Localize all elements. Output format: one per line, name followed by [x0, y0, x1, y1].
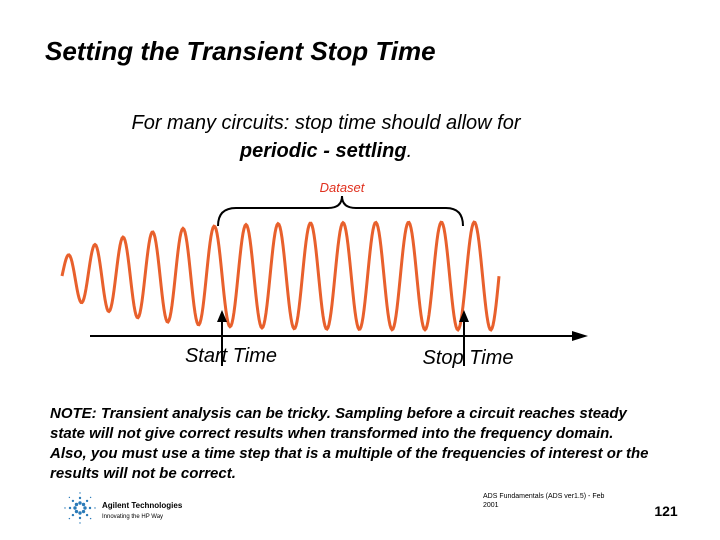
footer-source: ADS Fundamentals (ADS ver1.5) - Feb [483, 493, 604, 500]
logo-dot [68, 517, 71, 520]
logo-dot [89, 496, 92, 499]
logo-dot [94, 507, 96, 509]
logo-dot [71, 499, 75, 503]
logo-tagline: Innovating the HP Way [102, 514, 163, 520]
logo-mark [64, 492, 96, 524]
logo-dot [85, 513, 89, 517]
logo-dot [88, 506, 92, 510]
page-number: 121 [654, 503, 678, 519]
subtitle-line1: For many circuits: stop time should allo… [131, 112, 521, 134]
note-line: Also, you must use a time step that is a… [49, 445, 648, 462]
note-line: NOTE: Transient analysis can be tricky. … [50, 405, 628, 422]
waveform [60, 220, 501, 333]
logo-dot [74, 502, 79, 507]
logo-dot [79, 522, 81, 524]
logo-dot [85, 499, 89, 503]
slide-title: Setting the Transient Stop Time [45, 36, 436, 66]
axis-arrowhead [572, 331, 588, 341]
logo-dot [81, 502, 86, 507]
logo-dot [78, 496, 82, 500]
start-arrowhead [217, 310, 227, 322]
logo-dot [78, 511, 82, 515]
logo-dot [79, 492, 81, 494]
start-time-label: Start Time [185, 345, 277, 367]
logo-dot [71, 513, 75, 517]
dataset-label: Dataset [320, 180, 366, 195]
logo-dot [78, 501, 82, 505]
note-line: state will not give correct results when… [50, 425, 613, 442]
logo-dot [89, 517, 92, 520]
footer-source: 2001 [483, 502, 499, 509]
logo-dot [68, 496, 71, 499]
logo-dot [68, 506, 72, 510]
note: NOTE: Transient analysis can be tricky. … [49, 405, 648, 482]
note-line: results will not be correct. [50, 465, 236, 482]
logo-dot [64, 507, 66, 509]
logo-dot [78, 516, 82, 520]
subtitle-end: . [407, 140, 413, 162]
logo-dot [74, 509, 79, 514]
subtitle-line2: periodic - settling. [239, 140, 412, 162]
logo-dot [83, 506, 87, 510]
stop-time-label: Stop Time [423, 347, 514, 369]
stop-arrowhead [459, 310, 469, 322]
logo-dot [73, 506, 77, 510]
subtitle-emphasis: periodic - settling [239, 140, 407, 162]
logo-dot [81, 509, 86, 514]
dataset-brace [217, 195, 464, 227]
logo-name: Agilent Technologies [102, 501, 183, 510]
